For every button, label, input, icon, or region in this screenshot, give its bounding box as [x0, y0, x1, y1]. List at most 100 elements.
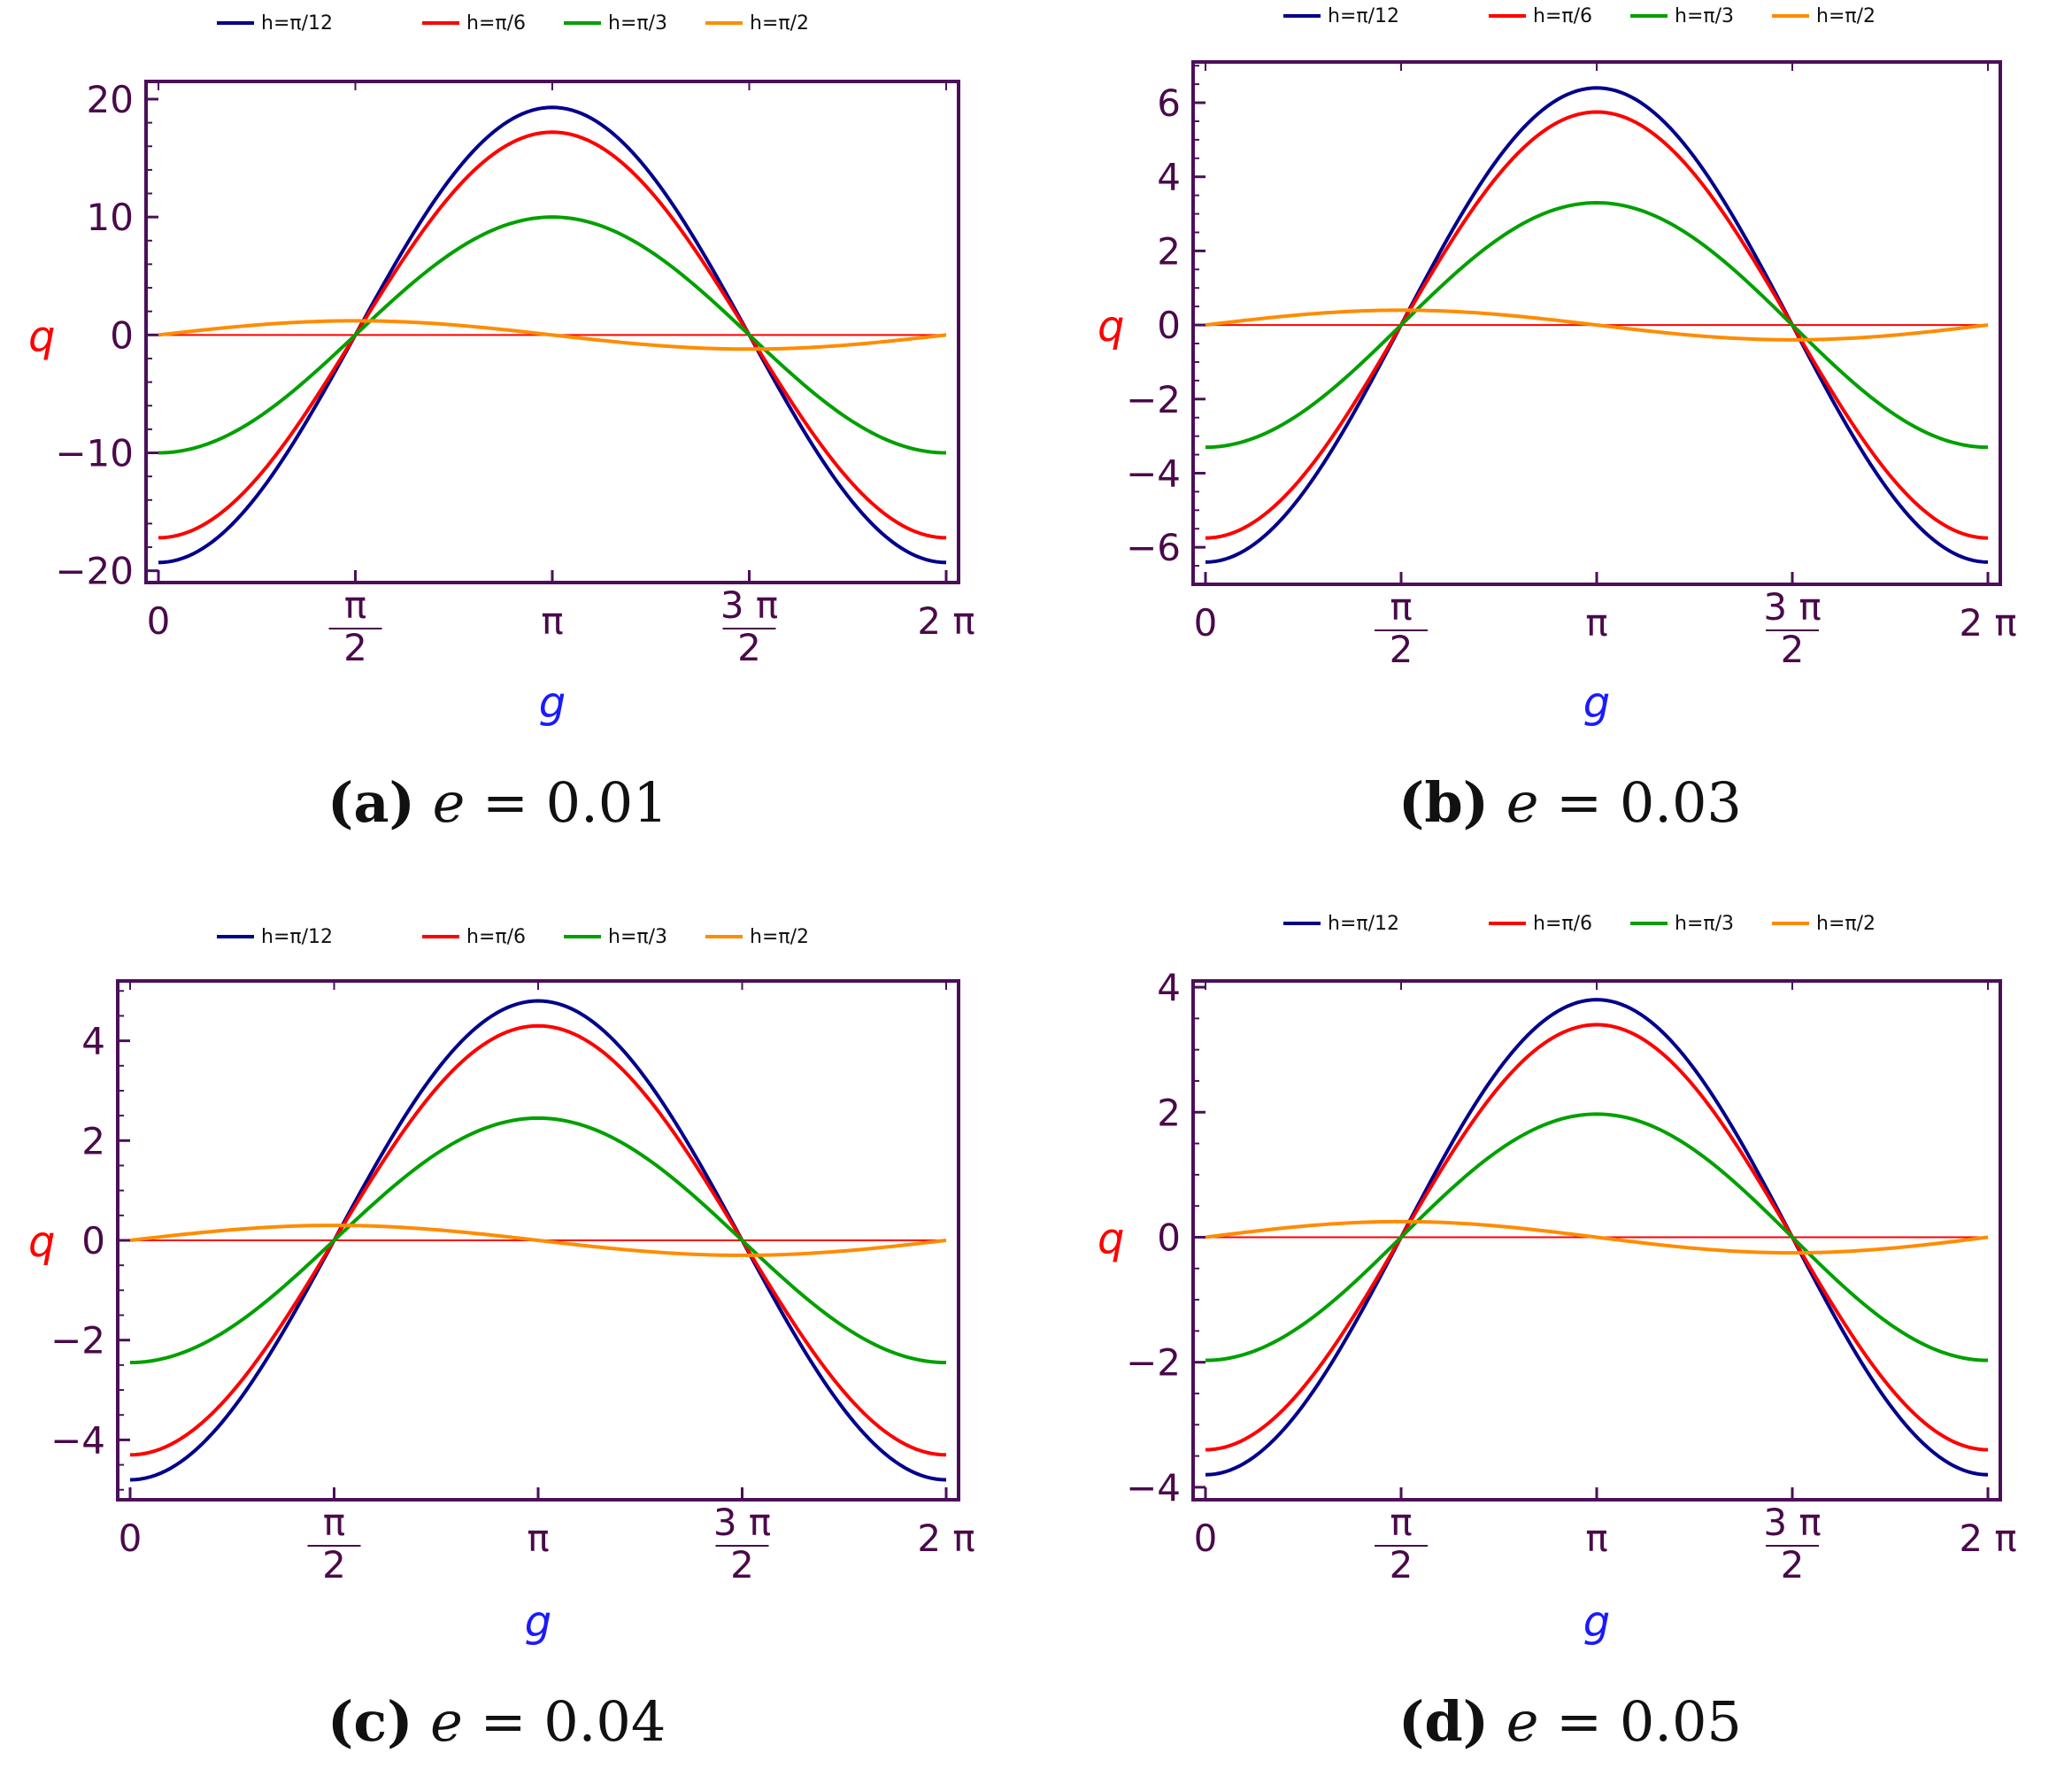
- series-line-2: [1205, 110, 1989, 540]
- legend-label: h=π/2: [750, 12, 809, 35]
- caption-variable: e: [430, 1689, 463, 1754]
- legend-label: h=π/3: [1675, 5, 1734, 27]
- y-tick-label: −20: [55, 550, 134, 593]
- caption: (d) e = 0.05: [1398, 1689, 1742, 1754]
- series-line-2: [1205, 1023, 1989, 1452]
- x-axis-label: g: [539, 678, 566, 728]
- x-tick-label-numerator: π: [344, 583, 366, 627]
- y-tick-label: 6: [1157, 81, 1181, 125]
- x-tick-label: 2 π: [1959, 601, 2016, 645]
- y-tick-label: 0: [1157, 304, 1181, 347]
- y-tick-label: 20: [87, 78, 134, 121]
- y-tick-label: 0: [110, 313, 134, 357]
- series-line-4: [1205, 1219, 1989, 1255]
- x-tick-label: 0: [1194, 601, 1218, 645]
- y-tick-label: 10: [87, 196, 134, 239]
- caption-variable: e: [1506, 770, 1539, 835]
- series-line-2: [158, 130, 947, 540]
- series-line-2: [129, 1023, 947, 1457]
- series-line-3: [158, 215, 947, 455]
- x-tick-label-numerator: 3 π: [720, 583, 778, 627]
- x-tick-label-numerator: π: [1390, 585, 1412, 629]
- x-axis-label: g: [1583, 1597, 1610, 1647]
- legend-label: h=π/2: [1816, 913, 1876, 935]
- x-tick-label-numerator: 3 π: [713, 1501, 771, 1544]
- y-axis-label: q: [1098, 1214, 1124, 1263]
- x-tick-label-numerator: π: [323, 1501, 345, 1544]
- series-line-1: [1205, 998, 1989, 1477]
- legend-label: h=π/3: [608, 12, 667, 35]
- y-tick-label: 4: [81, 1020, 105, 1063]
- caption-tag: (c): [327, 1689, 413, 1754]
- series-line-4: [1205, 308, 1989, 342]
- y-tick-label: −2: [1126, 378, 1181, 421]
- x-tick-label-denominator: 2: [343, 626, 367, 669]
- series-line-4: [129, 1224, 947, 1257]
- caption: (c) e = 0.04: [327, 1689, 666, 1754]
- x-tick-label-denominator: 2: [730, 1543, 754, 1587]
- x-tick-label-denominator: 2: [322, 1543, 346, 1587]
- y-tick-label: −2: [1126, 1341, 1181, 1385]
- y-tick-label: 4: [1157, 966, 1181, 1009]
- legend-label: h=π/6: [1533, 5, 1592, 27]
- caption-equation: = 0.03: [1556, 770, 1742, 835]
- x-tick-label: 0: [1194, 1517, 1218, 1560]
- caption-equation: = 0.01: [481, 770, 668, 835]
- legend-label: h=π/2: [1816, 5, 1876, 27]
- y-tick-label: −6: [1126, 526, 1181, 569]
- caption-equation: = 0.05: [1556, 1689, 1742, 1754]
- x-tick-label: π: [541, 599, 563, 643]
- y-tick-label: −4: [1126, 1466, 1181, 1509]
- legend-label: h=π/6: [466, 926, 526, 948]
- caption-variable: e: [1506, 1689, 1539, 1754]
- y-tick-label: 2: [1157, 1091, 1181, 1134]
- y-tick-label: −10: [55, 432, 134, 475]
- plot-frame: [1191, 979, 2002, 1502]
- x-tick-label-numerator: 3 π: [1763, 1501, 1821, 1544]
- x-tick-label: 0: [119, 1517, 142, 1560]
- caption: (a) e = 0.01: [327, 770, 668, 835]
- caption-variable: e: [432, 770, 466, 835]
- caption-equation: = 0.04: [480, 1689, 666, 1754]
- series-line-1: [1205, 86, 1989, 564]
- y-tick-label: −4: [1126, 452, 1181, 495]
- y-axis-label: q: [28, 1217, 55, 1267]
- legend-label: h=π/3: [1675, 913, 1734, 935]
- legend-label: h=π/12: [261, 12, 333, 35]
- series-line-3: [1205, 1112, 1989, 1363]
- x-axis-label: g: [525, 1597, 551, 1647]
- x-tick-label: π: [1585, 1517, 1607, 1560]
- series-line-3: [1205, 201, 1989, 450]
- x-tick-label: 2 π: [917, 599, 974, 643]
- x-tick-label-denominator: 2: [1390, 1543, 1413, 1587]
- series-line-1: [129, 999, 947, 1482]
- legend-label: h=π/12: [1328, 5, 1399, 27]
- caption-tag: (a): [327, 770, 415, 835]
- y-axis-label: q: [28, 312, 55, 361]
- x-tick-label-numerator: 3 π: [1763, 585, 1821, 629]
- y-tick-label: 2: [81, 1119, 105, 1162]
- legend-label: h=π/6: [1533, 913, 1592, 935]
- legend-label: h=π/12: [261, 926, 333, 948]
- x-tick-label-denominator: 2: [1781, 628, 1805, 671]
- plot-frame: [1191, 60, 2002, 586]
- y-tick-label: 2: [1157, 229, 1181, 273]
- y-tick-label: −2: [50, 1319, 105, 1363]
- x-tick-label: π: [527, 1517, 549, 1560]
- legend-label: h=π/12: [1328, 913, 1399, 935]
- x-tick-label: 2 π: [1959, 1517, 2016, 1560]
- x-tick-label-numerator: π: [1390, 1501, 1412, 1544]
- y-tick-label: 0: [81, 1219, 105, 1262]
- y-tick-label: 0: [1157, 1216, 1181, 1259]
- x-tick-label: 2 π: [917, 1517, 974, 1560]
- series-line-1: [158, 105, 947, 565]
- x-tick-label: π: [1585, 601, 1607, 645]
- series-line-3: [129, 1116, 947, 1365]
- y-axis-label: q: [1098, 302, 1124, 351]
